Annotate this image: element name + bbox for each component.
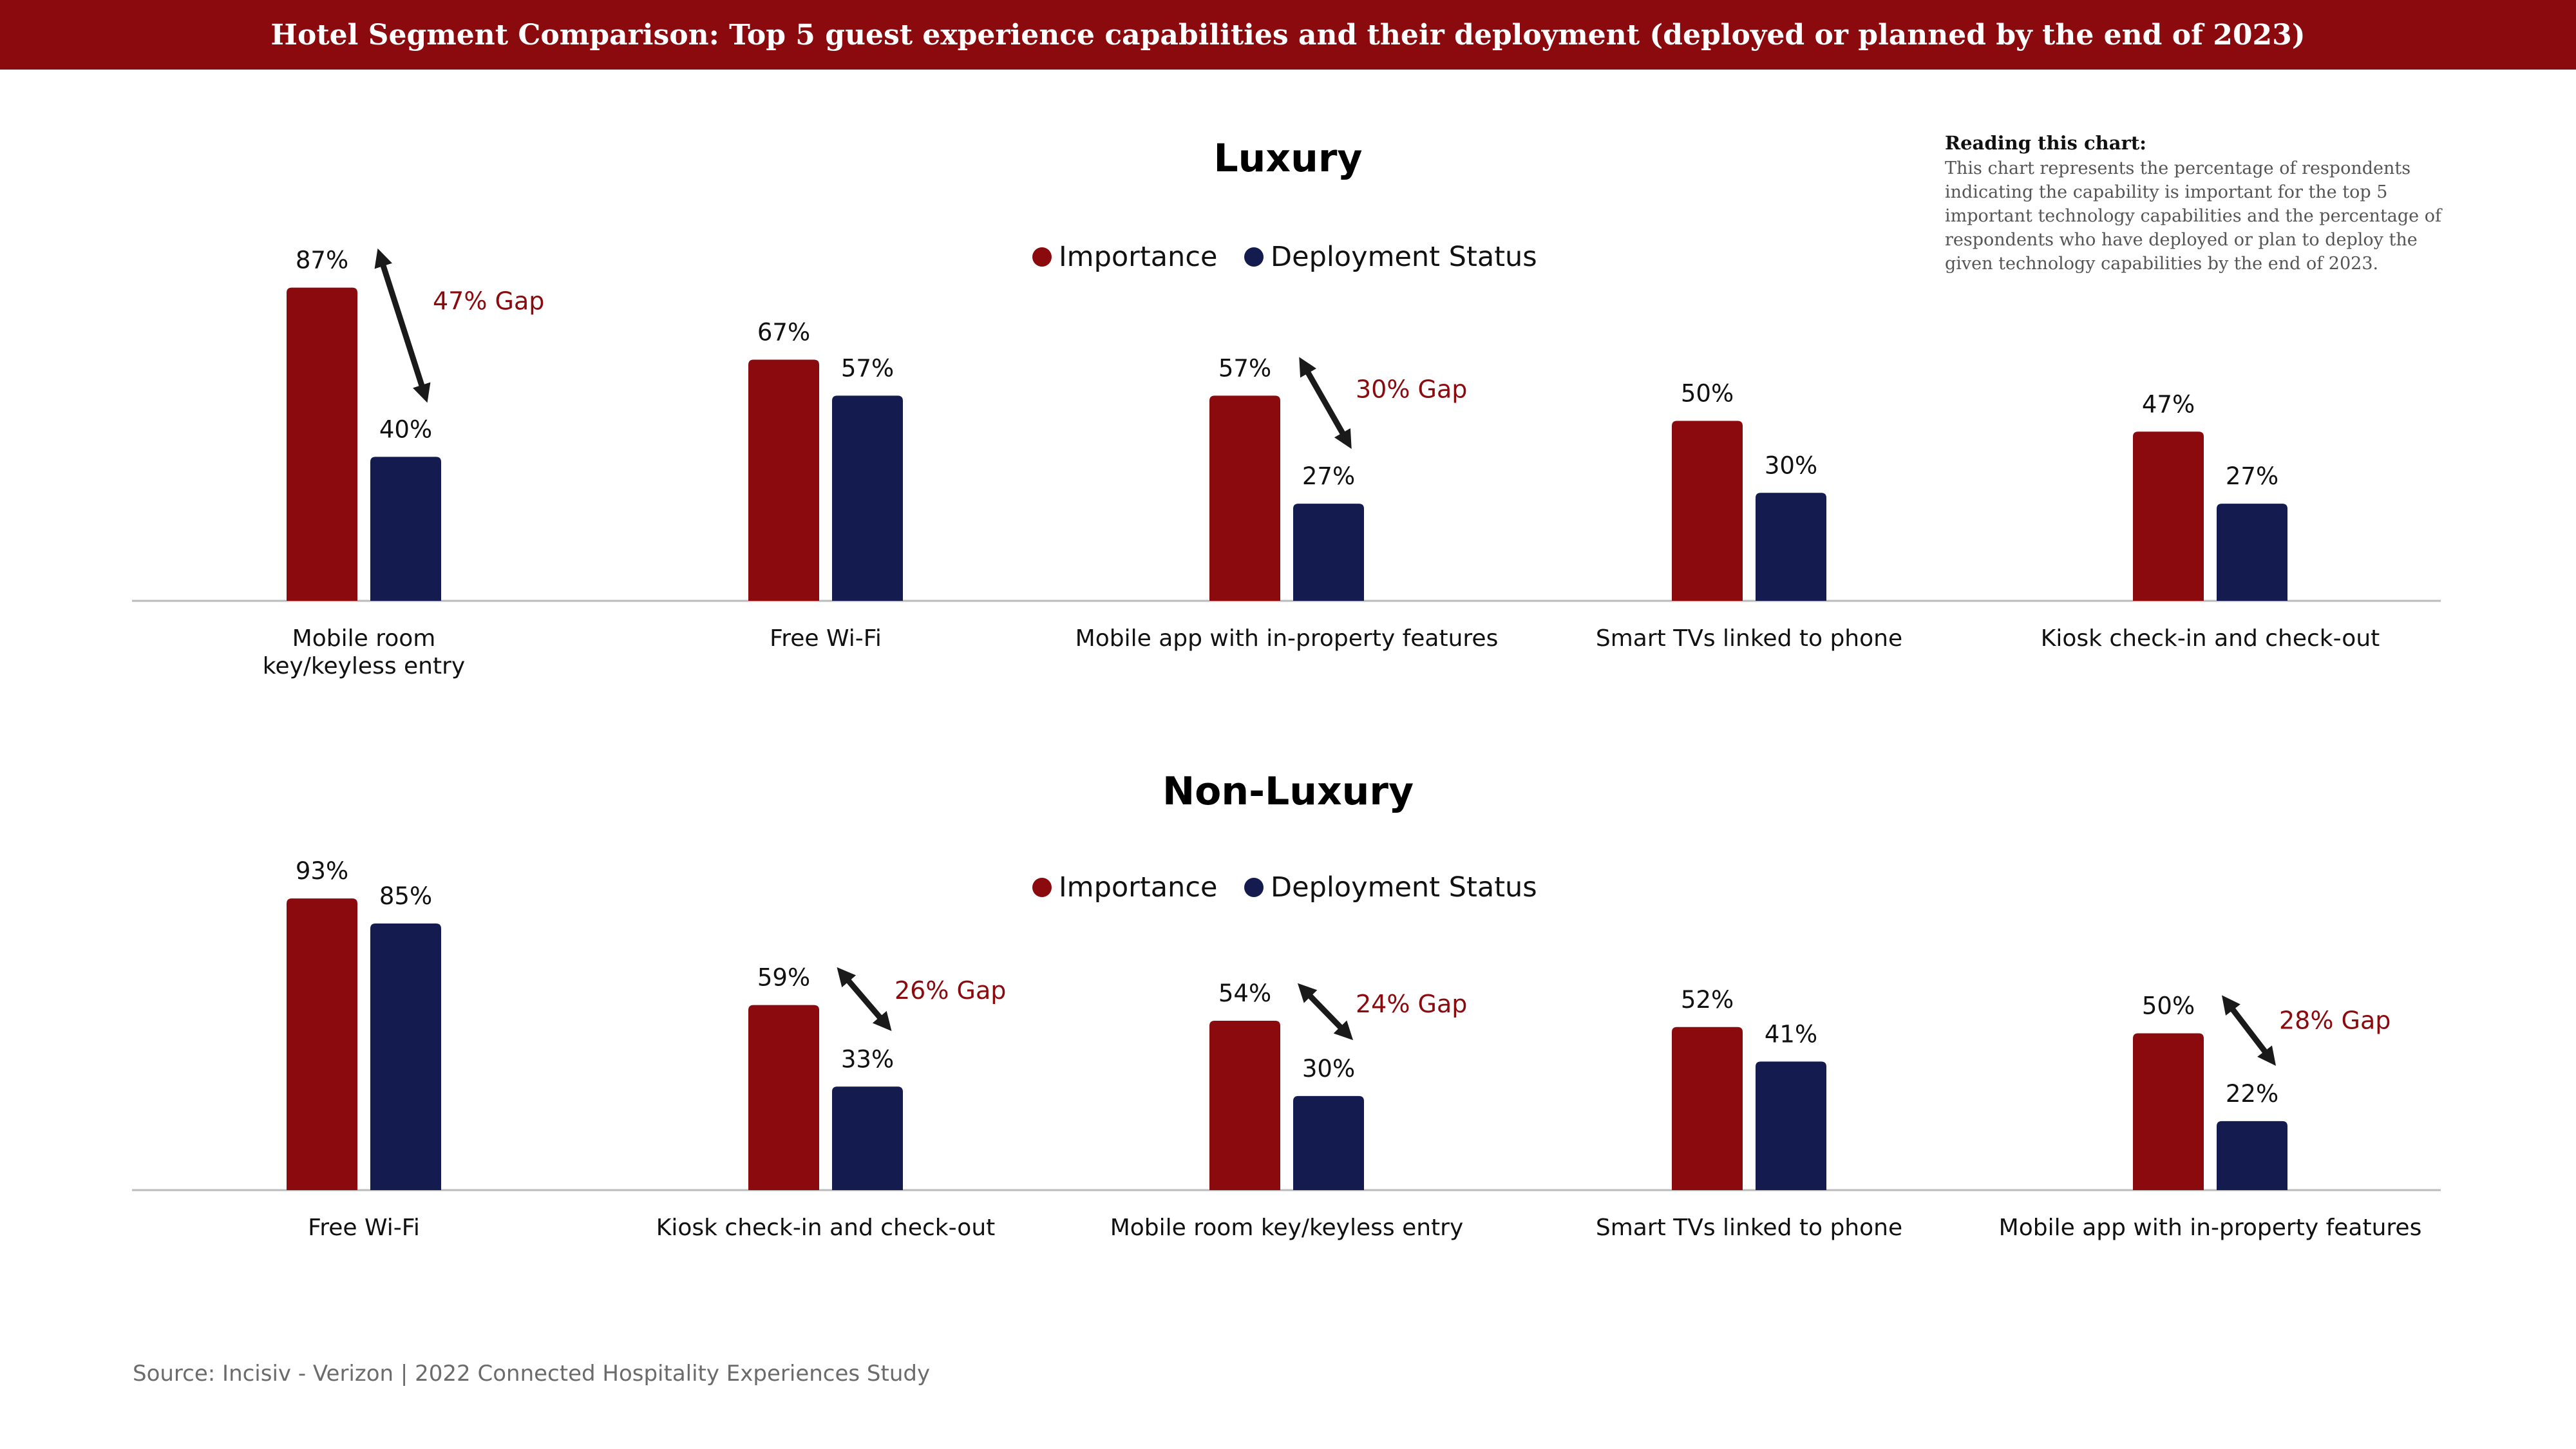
deployment-bar	[1293, 1095, 1364, 1190]
deployment-data-label: 27%	[2226, 462, 2278, 490]
deployment-bar	[1293, 504, 1364, 601]
chart-title: Luxury	[1213, 136, 1362, 181]
deployment-bar	[832, 395, 903, 601]
legend-label: Importance	[1059, 241, 1217, 273]
importance-data-label: 50%	[2142, 992, 2195, 1020]
importance-bar	[748, 359, 819, 601]
category-group: 57% 27% Mobile app with in-property featur…	[1075, 354, 1499, 652]
category-label: Kiosk check-in and check-out	[656, 1215, 996, 1241]
luxury-chart: Luxury Importance Deployment Status 87% 40% M…	[132, 136, 2441, 679]
gap-label: 28% Gap	[2279, 1007, 2391, 1035]
gap-annotation: 24% Gap	[1297, 983, 1467, 1041]
deployment-data-label: 33%	[841, 1045, 894, 1073]
deployment-data-label: 30%	[1302, 1055, 1355, 1083]
importance-bar	[287, 898, 357, 1190]
deployment-data-label: 85%	[379, 882, 432, 910]
importance-bar	[2133, 1033, 2204, 1190]
deployment-data-label: 30%	[1765, 451, 1817, 479]
deployment-data-label: 41%	[1765, 1020, 1817, 1048]
category-group: 67% 57% Free Wi-Fi	[748, 318, 903, 652]
importance-data-label: 59%	[757, 964, 810, 992]
importance-data-label: 87%	[296, 247, 348, 274]
category-group: 93% 85% Free Wi-Fi	[287, 857, 441, 1241]
deployment-bar	[370, 457, 441, 601]
importance-data-label: 93%	[296, 857, 348, 885]
importance-data-label: 67%	[757, 318, 810, 346]
category-label: Mobile room key/keyless entry	[1110, 1215, 1464, 1241]
gap-label: 47% Gap	[433, 287, 544, 315]
deployment-data-label: 22%	[2226, 1080, 2278, 1108]
gap-annotation: 47% Gap	[374, 248, 544, 403]
category-label: Mobile room	[292, 625, 436, 652]
gap-label: 26% Gap	[895, 976, 1006, 1005]
legend-marker	[1244, 247, 1264, 267]
gap-label: 30% Gap	[1356, 375, 1467, 404]
category-label: Smart TVs linked to phone	[1596, 625, 1902, 652]
deployment-bar	[2217, 504, 2287, 601]
gap-label: 24% Gap	[1356, 990, 1467, 1018]
legend: Importance Deployment Status	[1032, 871, 1537, 904]
deployment-bar	[832, 1086, 903, 1190]
category-group: 50% 30% Smart TVs linked to phone	[1596, 380, 1902, 652]
deployment-data-label: 57%	[841, 354, 894, 382]
gap-annotation: 30% Gap	[1299, 357, 1467, 450]
category-label: Free Wi-Fi	[308, 1215, 420, 1241]
legend-label: Deployment Status	[1271, 871, 1537, 904]
category-group: 50% 22% Mobile app with in-property featur…	[1999, 992, 2422, 1242]
non-luxury-chart: Non-Luxury Importance Deployment Status 93%…	[132, 769, 2441, 1242]
deployment-data-label: 40%	[379, 415, 432, 443]
gap-arrow	[837, 967, 892, 1032]
chart-title: Non-Luxury	[1162, 769, 1414, 814]
gap-arrow	[1297, 983, 1354, 1041]
source-note: Source: Incisiv - Verizon | 2022 Connect…	[133, 1361, 931, 1387]
legend-label: Deployment Status	[1271, 241, 1537, 273]
category-group: 59% 33% Kiosk check-in and check-out	[656, 964, 996, 1241]
gap-arrow	[2221, 995, 2277, 1066]
category-label: Mobile app with in-property features	[1999, 1215, 2422, 1241]
importance-data-label: 57%	[1218, 354, 1271, 382]
deployment-bar	[370, 923, 441, 1190]
gap-annotation: 26% Gap	[837, 967, 1006, 1032]
importance-bar	[748, 1005, 819, 1190]
legend-label: Importance	[1059, 871, 1217, 904]
importance-bar	[287, 287, 357, 601]
category-label: Mobile app with in-property features	[1075, 625, 1499, 652]
importance-bar	[1209, 395, 1280, 601]
reading-note-body: This chart represents the percentage of …	[1945, 158, 2441, 274]
reading-note-title: Reading this chart:	[1945, 132, 2146, 154]
legend-marker	[1032, 878, 1052, 897]
importance-data-label: 52%	[1681, 986, 1734, 1014]
importance-bar	[1672, 1027, 1743, 1190]
deployment-bar	[1756, 493, 1826, 601]
gap-annotation: 28% Gap	[2221, 995, 2391, 1066]
importance-bar	[1672, 421, 1743, 601]
reading-note: Reading this chart: This chart represent…	[1945, 132, 2447, 276]
category-label: key/keyless entry	[263, 653, 465, 679]
importance-data-label: 47%	[2142, 390, 2195, 418]
category-group: 52% 41% Smart TVs linked to phone	[1596, 986, 1902, 1241]
deployment-bar	[2217, 1121, 2287, 1190]
importance-data-label: 50%	[1681, 380, 1734, 408]
page-title: Hotel Segment Comparison: Top 5 guest ex…	[270, 18, 2306, 52]
gap-arrow	[374, 248, 431, 403]
importance-bar	[2133, 431, 2204, 601]
importance-data-label: 54%	[1218, 980, 1271, 1007]
deployment-bar	[1756, 1061, 1826, 1190]
category-group: 54% 30% Mobile room key/keyless entry	[1110, 980, 1464, 1241]
gap-arrow	[1299, 357, 1352, 450]
category-label: Smart TVs linked to phone	[1596, 1215, 1902, 1241]
importance-bar	[1209, 1021, 1280, 1190]
deployment-data-label: 27%	[1302, 462, 1355, 490]
title-banner: Hotel Segment Comparison: Top 5 guest ex…	[0, 0, 2576, 70]
legend-marker	[1032, 247, 1052, 267]
category-group: 47% 27% Kiosk check-in and check-out	[2041, 390, 2380, 652]
category-label: Free Wi-Fi	[770, 625, 882, 652]
legend-marker	[1244, 878, 1264, 897]
legend: Importance Deployment Status	[1032, 241, 1537, 273]
category-label: Kiosk check-in and check-out	[2041, 625, 2380, 652]
